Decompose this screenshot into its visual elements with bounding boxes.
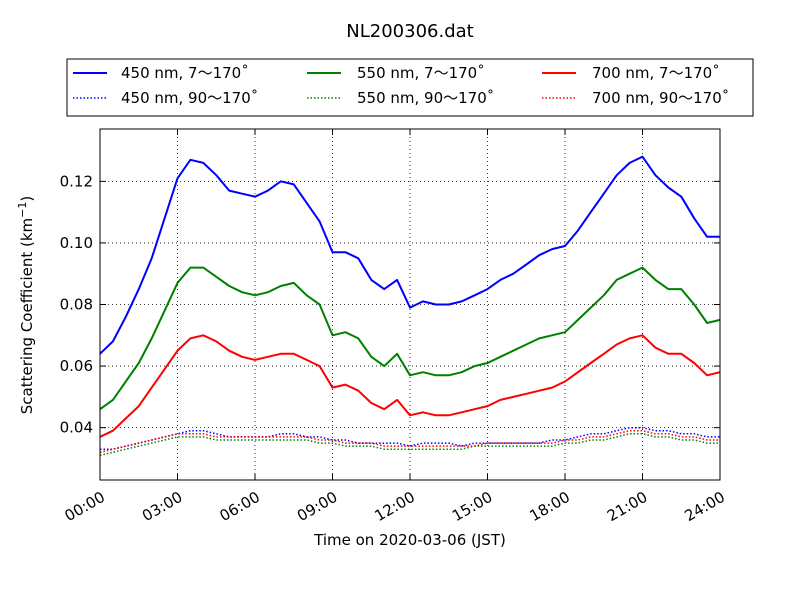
y-axis-label: Scattering Coefficient (km−1)	[16, 196, 36, 415]
x-tick-label: 18:00	[527, 488, 573, 525]
legend-label: 550 nm, 90～170˚	[357, 89, 494, 107]
x-tick-label: 12:00	[372, 488, 418, 525]
x-tick-label: 21:00	[604, 488, 650, 525]
legend-label: 550 nm, 7～170˚	[357, 64, 485, 82]
x-tick-label: 09:00	[294, 488, 340, 525]
legend-label: 450 nm, 90～170˚	[121, 89, 258, 107]
series-group	[99, 155, 721, 457]
legend-label: 450 nm, 7～170˚	[121, 64, 249, 82]
y-tick-label: 0.04	[60, 419, 93, 437]
series-line	[99, 155, 720, 355]
x-axis-label: Time on 2020-03-06 (JST)	[313, 531, 506, 549]
legend: 450 nm, 7～170˚ 450 nm, 90～170˚ 550 nm, 7～1…	[66, 58, 754, 117]
x-tick-label: 03:00	[139, 488, 185, 525]
x-tick-label: 24:00	[682, 488, 728, 525]
y-axis-label-close: )	[18, 196, 36, 202]
grid	[100, 129, 720, 480]
y-tick-label: 0.10	[60, 234, 93, 252]
y-tick-label: 0.12	[60, 172, 93, 190]
y-axis-label-exponent: −1	[16, 202, 29, 218]
chart-title: NL200306.dat	[346, 21, 473, 42]
x-tick-label: 15:00	[449, 488, 495, 525]
legend-label: 700 nm, 90～170˚	[592, 89, 729, 107]
y-tick-label: 0.08	[60, 296, 93, 314]
axis-ticks: 00:00 03:00 06:00 09:00 12:00 15:00 18:00 21:00…	[60, 129, 728, 525]
x-tick-label: 00:00	[62, 488, 108, 525]
x-tick-label: 06:00	[217, 488, 263, 525]
y-axis-label-text: Scattering Coefficient (km	[18, 218, 36, 414]
legend-label: 700 nm, 7～170˚	[592, 64, 720, 82]
y-tick-label: 0.06	[60, 357, 93, 375]
legend-box	[66, 58, 754, 117]
